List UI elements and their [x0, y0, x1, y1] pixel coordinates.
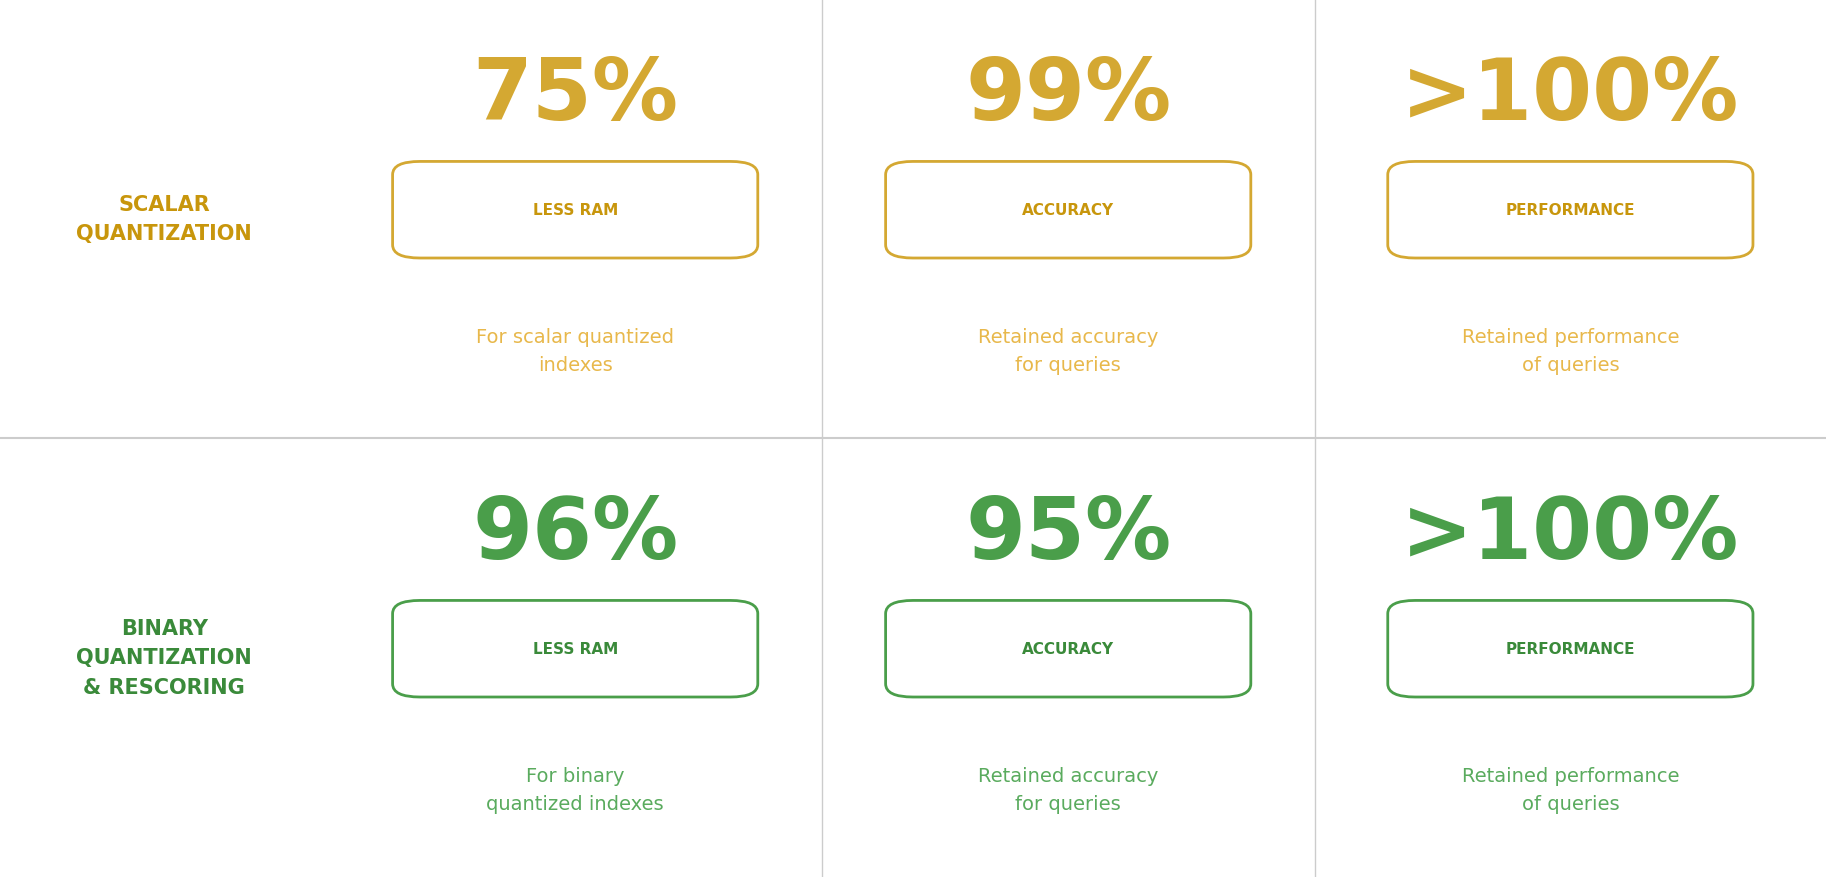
Text: Retained accuracy
for queries: Retained accuracy for queries	[979, 766, 1158, 813]
Text: 99%: 99%	[966, 55, 1170, 138]
Text: 75%: 75%	[473, 55, 677, 138]
Text: LESS RAM: LESS RAM	[533, 641, 617, 657]
Text: SCALAR
QUANTIZATION: SCALAR QUANTIZATION	[77, 195, 252, 244]
Text: For binary
quantized indexes: For binary quantized indexes	[486, 766, 665, 813]
FancyBboxPatch shape	[393, 601, 758, 697]
Text: >100%: >100%	[1401, 494, 1740, 576]
FancyBboxPatch shape	[393, 162, 758, 259]
FancyBboxPatch shape	[886, 601, 1251, 697]
Text: Retained performance
of queries: Retained performance of queries	[1461, 766, 1680, 813]
Text: 96%: 96%	[473, 494, 677, 576]
Text: Retained performance
of queries: Retained performance of queries	[1461, 327, 1680, 374]
Text: ACCURACY: ACCURACY	[1023, 203, 1114, 218]
Text: LESS RAM: LESS RAM	[533, 203, 617, 218]
Text: ACCURACY: ACCURACY	[1023, 641, 1114, 657]
Text: >100%: >100%	[1401, 55, 1740, 138]
Text: BINARY
QUANTIZATION
& RESCORING: BINARY QUANTIZATION & RESCORING	[77, 618, 252, 697]
Text: 95%: 95%	[966, 494, 1170, 576]
Text: PERFORMANCE: PERFORMANCE	[1506, 641, 1634, 657]
FancyBboxPatch shape	[1388, 601, 1753, 697]
FancyBboxPatch shape	[886, 162, 1251, 259]
FancyBboxPatch shape	[1388, 162, 1753, 259]
Text: Retained accuracy
for queries: Retained accuracy for queries	[979, 327, 1158, 374]
Text: For scalar quantized
indexes: For scalar quantized indexes	[477, 327, 674, 374]
Text: PERFORMANCE: PERFORMANCE	[1506, 203, 1634, 218]
